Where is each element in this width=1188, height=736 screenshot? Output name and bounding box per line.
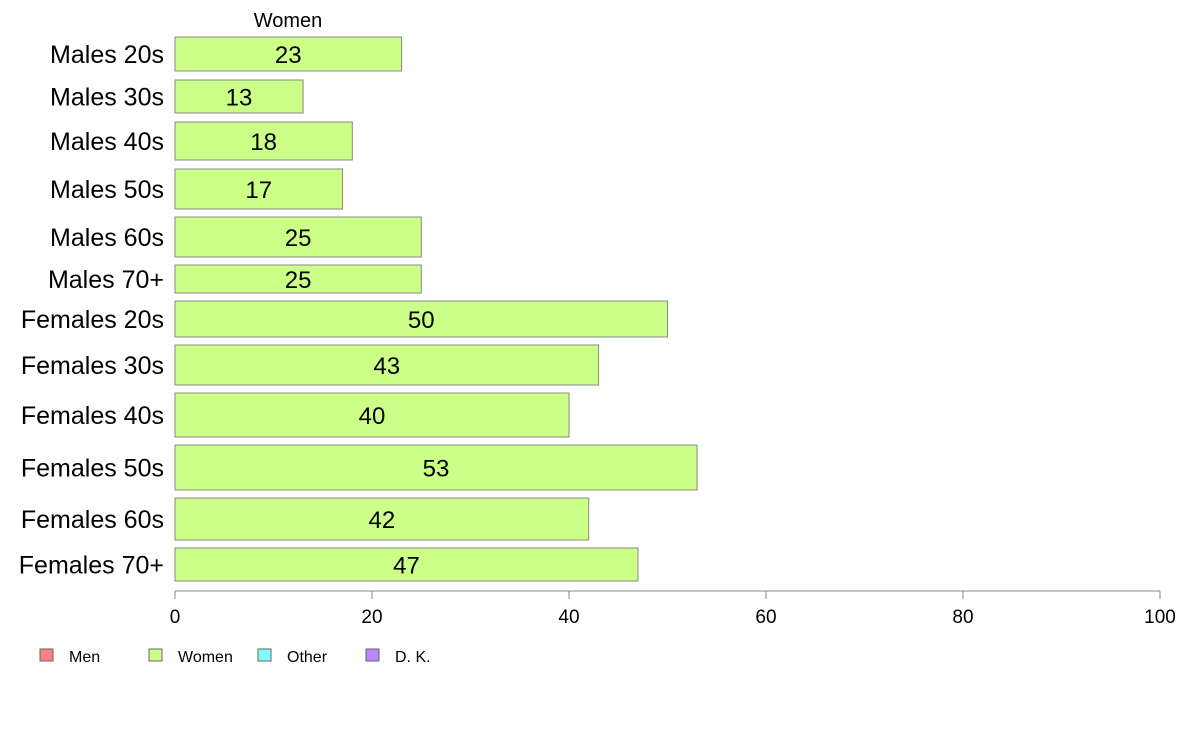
category-label: Females 70+ <box>19 552 164 580</box>
x-tick-label: 100 <box>1144 607 1176 628</box>
x-tick-label: 60 <box>755 607 776 628</box>
category-label: Females 50s <box>21 455 164 483</box>
data-label: 40 <box>359 403 386 430</box>
bar <box>174 497 590 541</box>
data-label: 25 <box>285 267 312 294</box>
legend-label: Women <box>178 649 233 666</box>
x-tick-label: 0 <box>170 607 181 628</box>
legend-label: Men <box>69 649 100 666</box>
category-label: Males 70+ <box>48 266 164 294</box>
bar <box>174 121 353 161</box>
data-label: 23 <box>275 42 302 69</box>
bar <box>174 392 570 438</box>
data-label: 25 <box>285 225 312 252</box>
x-tick-label: 40 <box>558 607 579 628</box>
bar <box>174 344 600 386</box>
legend-swatch <box>39 648 54 662</box>
data-label: 17 <box>245 177 272 204</box>
bar <box>174 444 698 491</box>
category-label: Males 30s <box>50 84 164 112</box>
data-label: 47 <box>393 553 420 580</box>
x-tick-label: 80 <box>952 607 973 628</box>
category-label: Females 30s <box>21 352 164 380</box>
bar <box>174 300 668 338</box>
bar <box>174 168 343 210</box>
bar <box>174 36 403 72</box>
x-axis: 0 20 40 60 80 100 <box>170 590 1176 628</box>
data-label: 50 <box>408 307 435 334</box>
legend-label: D. K. <box>395 649 431 666</box>
bar <box>174 264 422 294</box>
legend-label: Other <box>287 649 328 666</box>
column-title: Women <box>254 10 323 32</box>
bar <box>174 547 639 582</box>
data-label: 53 <box>423 456 450 483</box>
category-label: Males 20s <box>50 41 164 69</box>
data-label: 43 <box>373 353 400 380</box>
category-label: Females 40s <box>21 402 164 430</box>
data-label: 18 <box>250 129 277 156</box>
category-label: Females 20s <box>21 306 164 334</box>
legend: Men Women Other D. K. <box>39 648 431 666</box>
data-label: 13 <box>226 85 253 112</box>
category-label: Males 40s <box>50 128 164 156</box>
category-label: Males 60s <box>50 224 164 252</box>
category-label: Females 60s <box>21 506 164 534</box>
category-label: Males 50s <box>50 176 164 204</box>
bar <box>174 79 304 114</box>
legend-swatch <box>365 648 380 662</box>
bars-group: Males 20s 23 Males 30s 13 Males 40s 18 Males 5… <box>19 36 698 582</box>
x-tick-label: 20 <box>361 607 382 628</box>
legend-swatch <box>148 648 163 662</box>
legend-swatch <box>257 648 272 662</box>
data-label: 42 <box>368 507 395 534</box>
bar <box>174 216 422 258</box>
